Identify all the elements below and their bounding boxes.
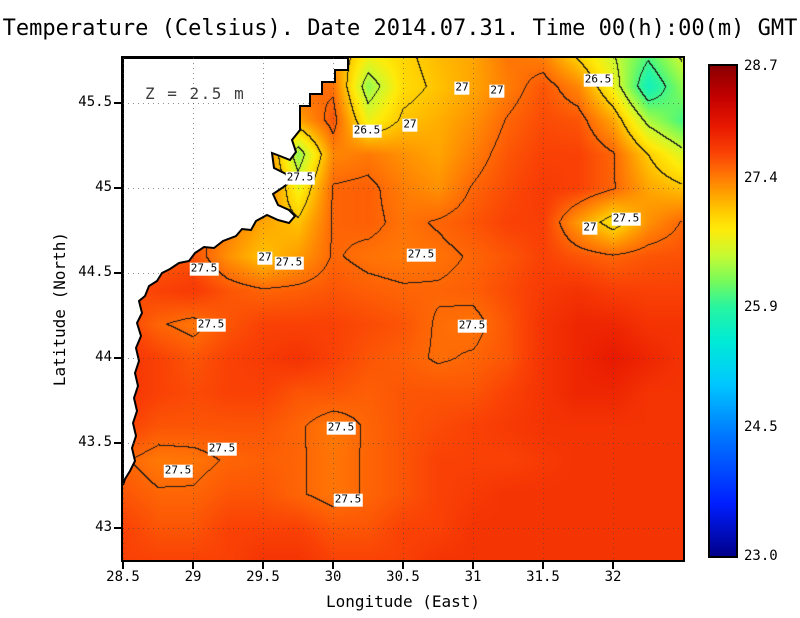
x-tick-mark [192, 562, 194, 569]
x-tick-label: 32 [604, 569, 622, 585]
x-tick-mark [332, 562, 334, 569]
contour-label: 27.5 [611, 211, 641, 226]
y-axis-title: Latitude (North) [49, 231, 69, 387]
y-tick-mark [114, 357, 121, 360]
contour-label: 27.5 [333, 492, 363, 507]
y-axis-title-wrap: Latitude (North) [48, 58, 70, 560]
contour-label: 27.5 [326, 420, 356, 435]
x-tick-mark [472, 562, 474, 569]
y-tick-mark [114, 272, 121, 275]
y-tick-label: 44 [95, 349, 112, 366]
x-tick-label: 31 [464, 569, 482, 585]
colorbar-tick-label: 27.4 [744, 169, 778, 186]
contour-label: 27.5 [196, 317, 226, 332]
y-tick-label: 44.5 [78, 264, 112, 281]
colorbar-tick-label: 24.5 [744, 419, 778, 436]
contour-label: 27.5 [207, 441, 237, 456]
y-tick-label: 45.5 [78, 94, 112, 111]
contour-label: 27.5 [189, 261, 219, 276]
contour-label: 27.5 [285, 170, 315, 185]
y-tick-mark [114, 102, 121, 105]
contour-label: 27.5 [274, 255, 304, 270]
contour-label: 27.5 [457, 318, 487, 333]
x-tick-mark [122, 562, 124, 569]
colorbar [708, 64, 738, 558]
figure-title: Temperature (Celsius). Date 2014.07.31. … [2, 16, 798, 41]
contour-label: 26.5 [583, 72, 613, 87]
y-tick-mark [114, 187, 121, 190]
contour-label: 27.5 [406, 247, 436, 262]
x-tick-mark [402, 562, 404, 569]
x-tick-label: 31.5 [526, 569, 560, 585]
x-tick-label: 30 [324, 569, 342, 585]
contour-label: 27.5 [163, 463, 193, 478]
x-tick-mark [542, 562, 544, 569]
land-polygon [123, 58, 349, 486]
contour-label: 27 [257, 250, 273, 265]
colorbar-tick-label: 25.9 [744, 298, 778, 315]
colorbar-tick-label: 28.7 [744, 58, 778, 74]
depth-annotation: Z = 2.5 m [145, 84, 246, 103]
contour-label: 27 [402, 117, 418, 132]
y-tick-label: 43.5 [78, 434, 112, 451]
map-plot-area: Z = 2.5 m 26.5 27 27 27 26.5 27.5 27.5 27 27 27.5… [123, 58, 683, 560]
colorbar-gradient-canvas [710, 66, 736, 556]
y-tick-mark [114, 527, 121, 530]
contour-label: 27 [489, 83, 505, 98]
colorbar-tick-label: 23.0 [744, 548, 778, 564]
y-tick-label: 45 [95, 179, 112, 196]
coastline-overlay [123, 58, 683, 560]
contour-label: 26.5 [352, 123, 382, 138]
x-tick-label: 30.5 [386, 569, 420, 585]
contour-label: 27 [582, 220, 598, 235]
contour-label: 27 [454, 80, 470, 95]
x-tick-mark [612, 562, 614, 569]
y-tick-mark [114, 442, 121, 445]
x-tick-label: 29.5 [246, 569, 280, 585]
x-tick-mark [262, 562, 264, 569]
y-tick-label: 43 [95, 519, 112, 536]
x-tick-label: 28.5 [106, 569, 140, 585]
x-axis-title: Longitude (East) [325, 592, 481, 611]
x-tick-label: 29 [184, 569, 202, 585]
gridlines [123, 58, 683, 560]
